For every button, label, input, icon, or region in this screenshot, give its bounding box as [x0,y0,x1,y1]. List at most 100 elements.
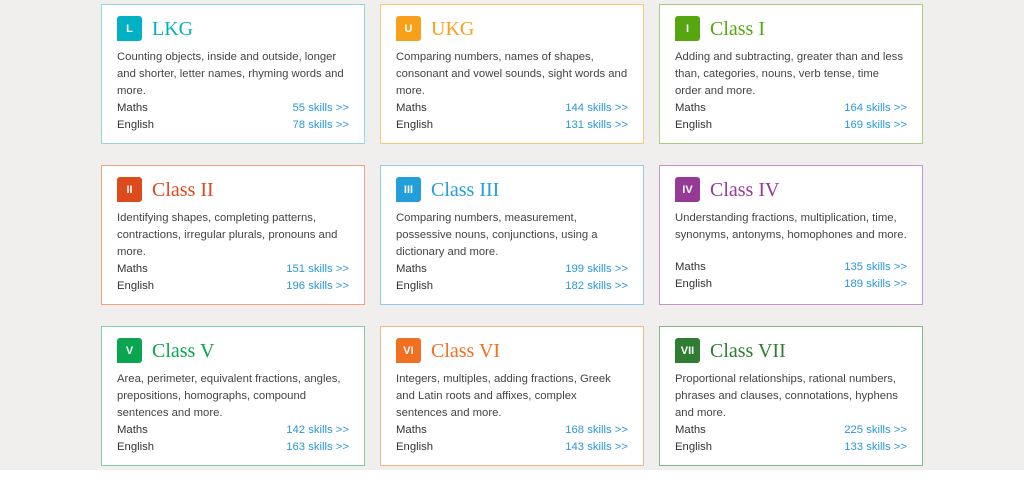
grade-title-link[interactable]: Class VII [710,339,786,362]
grade-card: IV Class IV Understanding fractions, mul… [659,165,923,305]
skills-link[interactable]: 163 skills >> [286,440,349,453]
subject-label: English [675,440,713,453]
grade-title-link[interactable]: UKG [431,17,475,40]
skills-link[interactable]: 182 skills >> [565,279,628,292]
skills-link[interactable]: 199 skills >> [565,262,628,275]
skills-link[interactable]: 151 skills >> [286,262,349,275]
grade-description: Comparing numbers, names of shapes, cons… [396,51,628,97]
subject-row: Maths 135 skills >> [675,259,907,276]
skills-link[interactable]: 164 skills >> [844,101,907,114]
grade-description: Integers, multiples, adding fractions, G… [396,373,611,419]
subject-label: Maths [117,101,148,114]
subject-label: English [675,118,713,131]
grade-badge: U [396,16,421,41]
grade-title-link[interactable]: Class I [710,17,765,40]
subject-rows: Maths 144 skills >> English 131 skills >… [396,100,628,134]
subject-row: English 143 skills >> [396,439,628,456]
grade-description: Counting objects, inside and outside, lo… [117,51,344,97]
subject-label: Maths [675,101,706,114]
subject-rows: Maths 135 skills >> English 189 skills >… [675,259,907,293]
subject-rows: Maths 199 skills >> English 182 skills >… [396,261,628,295]
subject-label: English [396,118,434,131]
skills-link[interactable]: 133 skills >> [844,440,907,453]
subject-label: Maths [675,261,706,273]
subject-row: Maths 225 skills >> [675,422,907,439]
subject-row: Maths 168 skills >> [396,422,628,439]
grade-badge: IV [675,177,700,202]
subject-label: English [117,118,155,131]
skills-link[interactable]: 135 skills >> [844,261,907,273]
grade-badge: III [396,177,421,202]
grade-badge: I [675,16,700,41]
skills-link[interactable]: 55 skills >> [292,101,349,114]
subject-label: Maths [396,423,427,436]
grade-card-header: III Class III [396,177,628,202]
grade-card: L LKG Counting objects, inside and outsi… [101,4,365,144]
subject-row: Maths 164 skills >> [675,100,907,117]
grade-badge: VII [675,338,700,363]
subject-label: Maths [117,423,148,436]
skills-link[interactable]: 196 skills >> [286,279,349,292]
footer-strip [0,470,1024,483]
skills-link[interactable]: 131 skills >> [565,118,628,131]
subject-row: English 163 skills >> [117,439,349,456]
grade-title-link[interactable]: Class III [431,178,500,201]
grade-card: I Class I Adding and subtracting, greate… [659,4,923,144]
skills-link[interactable]: 143 skills >> [565,440,628,453]
grade-card-header: II Class II [117,177,349,202]
grade-card: VI Class VI Integers, multiples, adding … [380,326,644,466]
subject-row: English 133 skills >> [675,439,907,456]
grade-title-link[interactable]: Class V [152,339,215,362]
grade-badge: VI [396,338,421,363]
grade-badge: V [117,338,142,363]
subject-row: English 78 skills >> [117,117,349,134]
subject-label: Maths [396,262,427,275]
subject-rows: Maths 225 skills >> English 133 skills >… [675,422,907,456]
skills-link[interactable]: 78 skills >> [292,118,349,131]
subject-row: Maths 142 skills >> [117,422,349,439]
subject-label: English [117,440,155,453]
grade-badge: L [117,16,142,41]
grade-card-header: IV Class IV [675,177,907,202]
grade-card-header: VII Class VII [675,338,907,363]
grade-description: Proportional relationships, rational num… [675,373,898,419]
subject-rows: Maths 168 skills >> English 143 skills >… [396,422,628,456]
grade-title-link[interactable]: Class VI [431,339,501,362]
skills-link[interactable]: 225 skills >> [844,423,907,436]
subject-label: English [675,278,713,290]
grade-title-link[interactable]: LKG [152,17,194,40]
skills-link[interactable]: 189 skills >> [844,278,907,290]
grade-card: V Class V Area, perimeter, equivalent fr… [101,326,365,466]
subject-row: English 169 skills >> [675,117,907,134]
grade-card: III Class III Comparing numbers, measure… [380,165,644,305]
subject-row: English 131 skills >> [396,117,628,134]
grade-description: Adding and subtracting, greater than and… [675,51,903,97]
subject-row: English 182 skills >> [396,278,628,295]
grade-card-header: I Class I [675,16,907,41]
subject-label: Maths [675,423,706,436]
grade-title-link[interactable]: Class II [152,178,214,201]
subject-row: Maths 144 skills >> [396,100,628,117]
subject-label: Maths [396,101,427,114]
grade-card: II Class II Identifying shapes, completi… [101,165,365,305]
grade-card: U UKG Comparing numbers, names of shapes… [380,4,644,144]
subject-label: English [396,279,434,292]
subject-rows: Maths 55 skills >> English 78 skills >> [117,100,349,134]
subject-row: Maths 199 skills >> [396,261,628,278]
subject-rows: Maths 164 skills >> English 169 skills >… [675,100,907,134]
skills-link[interactable]: 168 skills >> [565,423,628,436]
subject-row: Maths 55 skills >> [117,100,349,117]
grade-card-header: U UKG [396,16,628,41]
grade-description: Understanding fractions, multiplication,… [675,212,907,241]
subject-rows: Maths 142 skills >> English 163 skills >… [117,422,349,456]
skills-link[interactable]: 169 skills >> [844,118,907,131]
subject-row: English 196 skills >> [117,278,349,295]
grade-description: Comparing numbers, measurement, possessi… [396,212,598,258]
grade-card-header: VI Class VI [396,338,628,363]
skills-link[interactable]: 142 skills >> [286,423,349,436]
skills-link[interactable]: 144 skills >> [565,101,628,114]
subject-row: English 189 skills >> [675,276,907,293]
subject-label: English [117,279,155,292]
grade-card-header: V Class V [117,338,349,363]
grade-title-link[interactable]: Class IV [710,178,780,201]
